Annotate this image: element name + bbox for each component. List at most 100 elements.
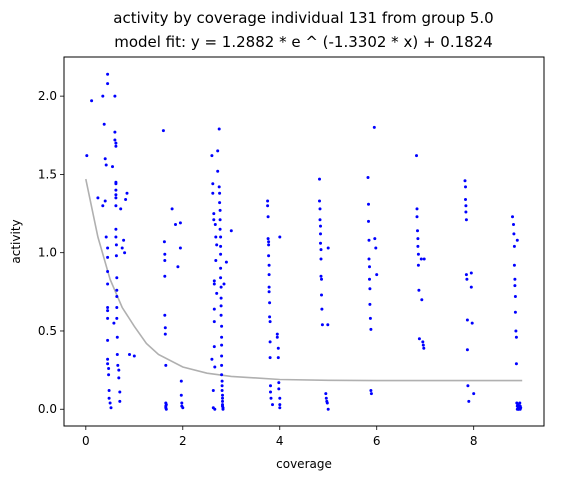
chart-subtitle: model fit: y = 1.2882 * e ^ (-1.3302 * x…	[114, 33, 493, 51]
data-point	[416, 263, 420, 267]
data-point	[220, 354, 224, 358]
data-point	[114, 204, 118, 208]
data-point	[179, 379, 183, 383]
data-point	[107, 396, 111, 400]
data-point	[210, 154, 214, 158]
data-point	[464, 218, 468, 222]
data-point	[518, 401, 522, 405]
data-point	[106, 82, 110, 86]
data-point	[219, 304, 223, 308]
data-point	[267, 243, 271, 247]
data-point	[114, 188, 118, 192]
data-points-layer	[85, 72, 523, 411]
data-point	[268, 315, 272, 319]
data-point	[106, 306, 110, 309]
data-point	[472, 392, 476, 396]
data-point	[271, 403, 274, 407]
data-point	[162, 240, 166, 244]
data-point	[416, 244, 420, 248]
data-point	[324, 392, 328, 396]
data-point	[106, 338, 110, 342]
data-point	[217, 127, 221, 131]
data-point	[470, 321, 474, 325]
data-point	[277, 381, 281, 385]
data-point	[514, 329, 518, 333]
data-point	[118, 399, 122, 403]
data-point	[465, 348, 469, 352]
data-point	[218, 208, 222, 212]
data-point	[215, 243, 219, 247]
data-point	[163, 259, 167, 262]
data-point	[118, 390, 122, 394]
data-point	[219, 296, 223, 300]
data-point	[318, 207, 322, 211]
data-point	[220, 343, 224, 347]
data-point	[106, 357, 110, 361]
data-point	[128, 353, 131, 356]
data-point	[373, 237, 377, 241]
data-point	[103, 157, 107, 161]
data-point	[106, 270, 110, 273]
data-point	[514, 335, 518, 339]
data-point	[515, 238, 519, 242]
data-point	[463, 179, 467, 183]
data-point	[513, 295, 517, 298]
data-point	[113, 94, 117, 98]
data-point	[212, 320, 216, 324]
data-point	[367, 202, 370, 206]
y-tick-label: 1.0	[38, 246, 57, 260]
data-point	[421, 340, 425, 344]
data-point	[367, 219, 370, 223]
data-point	[220, 379, 224, 383]
data-point	[115, 316, 119, 320]
data-point	[326, 407, 330, 411]
data-point	[107, 367, 111, 370]
data-point	[174, 223, 177, 226]
data-point	[269, 390, 272, 394]
data-point	[164, 363, 168, 367]
data-point	[224, 260, 228, 264]
data-point	[125, 191, 129, 195]
data-point	[513, 277, 517, 281]
data-point	[319, 274, 323, 278]
data-point	[464, 273, 468, 277]
data-point	[320, 323, 324, 327]
data-point	[417, 337, 421, 341]
data-point	[268, 356, 272, 360]
x-tick-label: 4	[276, 434, 284, 448]
data-point	[219, 244, 223, 248]
data-point	[464, 198, 467, 201]
data-point	[464, 204, 468, 208]
data-point	[269, 396, 273, 400]
data-point	[106, 309, 110, 313]
data-point	[107, 373, 111, 377]
data-point	[511, 215, 514, 219]
data-point	[267, 290, 271, 294]
data-point	[325, 401, 329, 405]
data-point	[319, 241, 322, 245]
data-point	[102, 122, 106, 126]
data-point	[108, 401, 112, 405]
data-point	[219, 313, 223, 317]
data-point	[420, 298, 424, 302]
data-point	[266, 199, 270, 203]
data-point	[178, 246, 182, 250]
data-point	[318, 177, 321, 181]
data-point	[512, 244, 516, 248]
data-point	[214, 235, 218, 239]
data-point	[115, 276, 119, 280]
x-tick-label: 0	[82, 434, 90, 448]
data-point	[367, 257, 371, 261]
data-point	[213, 223, 217, 226]
data-point	[266, 204, 270, 208]
fit-curve	[85, 178, 523, 382]
x-tick-label: 6	[373, 434, 381, 448]
data-point	[132, 354, 136, 358]
data-point	[415, 215, 419, 219]
data-point	[163, 252, 167, 256]
data-point	[466, 384, 470, 388]
y-tick-label: 1.5	[38, 167, 57, 181]
data-point	[115, 306, 119, 309]
data-point	[114, 243, 118, 247]
